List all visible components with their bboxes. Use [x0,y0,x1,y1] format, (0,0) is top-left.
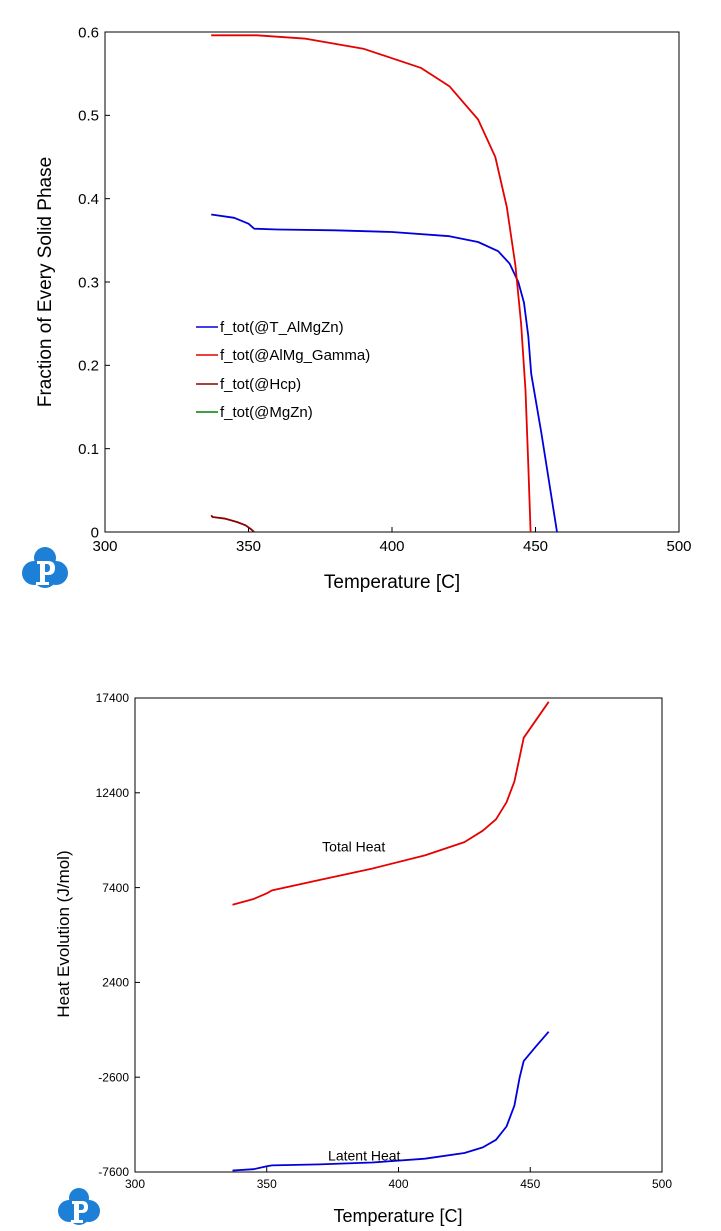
y-tick-label: 7400 [102,881,129,895]
y-tick-label: -2600 [98,1070,129,1084]
legend: f_tot(@T_AlMgZn) f_tot(@AlMg_Gamma) f_to… [196,319,370,421]
series-line-f-tot-t-almgzn [211,213,558,533]
series-line-f-tot-almg-gamma [211,34,532,533]
y-tick-label: 2400 [102,976,129,990]
y-tick-label: 0.1 [78,441,99,458]
y-tick-label: 0.2 [78,358,99,375]
x-tick-label: 350 [257,1177,277,1191]
y-tick-label: 0.5 [78,108,99,125]
y-tick-label: 17400 [96,691,130,705]
pandat-logo [22,547,68,588]
y-axis: -7600 -2600 2400 7400 12400 17400 [96,691,140,1179]
x-tick-label: 400 [388,1177,408,1191]
legend-label-t-almgzn: f_tot(@T_AlMgZn) [220,319,344,336]
plot-frame [104,31,680,533]
fraction-chart: 0 0.1 0.2 0.3 0.4 0.5 0.6 300 350 400 450 500 f_to… [22,24,692,593]
y-tick-label: -7600 [98,1165,129,1179]
y-axis-title: Fraction of Every Solid Phase [35,157,56,407]
x-tick-label: 450 [520,1177,540,1191]
series-line-total-heat [232,701,550,906]
series-line-latent-heat [232,1031,550,1172]
x-tick-label: 500 [652,1177,672,1191]
x-tick-label: 400 [379,538,404,555]
x-tick-label: 500 [666,538,691,555]
x-tick-label: 300 [92,538,117,555]
y-tick-label: 12400 [96,786,130,800]
x-axis: 300 350 400 450 500 [92,527,692,555]
annotation-label: Latent Heat [328,1148,400,1164]
heat-chart: -7600 -2600 2400 7400 12400 17400 300 350 400 45… [54,691,672,1226]
annotation-label: Total Heat [322,839,385,855]
x-tick-label: 450 [523,538,548,555]
annotations: Total Heat Latent Heat [322,839,400,1164]
legend-label-mgzn: f_tot(@MgZn) [220,404,313,421]
pandat-logo [58,1188,100,1225]
y-axis: 0 0.1 0.2 0.3 0.4 0.5 0.6 [78,24,110,541]
y-tick-label: 0.4 [78,191,99,208]
series-lines [232,701,550,1172]
y-axis-title: Heat Evolution (J/mol) [54,850,73,1017]
y-tick-label: 0 [91,524,99,541]
plot-frame [134,697,663,1173]
legend-label-hcp: f_tot(@Hcp) [220,376,301,393]
legend-label-almg-gamma: f_tot(@AlMg_Gamma) [220,347,370,364]
x-tick-label: 350 [236,538,261,555]
x-axis-title: Temperature [C] [324,572,460,593]
x-tick-label: 300 [125,1177,145,1191]
y-tick-label: 0.3 [78,274,99,291]
series-lines [210,34,558,533]
x-axis-title: Temperature [C] [333,1206,462,1226]
x-axis: 300 350 400 450 500 [125,1167,672,1191]
series-line-f-tot-hcp [210,514,255,533]
y-tick-label: 0.6 [78,24,99,41]
